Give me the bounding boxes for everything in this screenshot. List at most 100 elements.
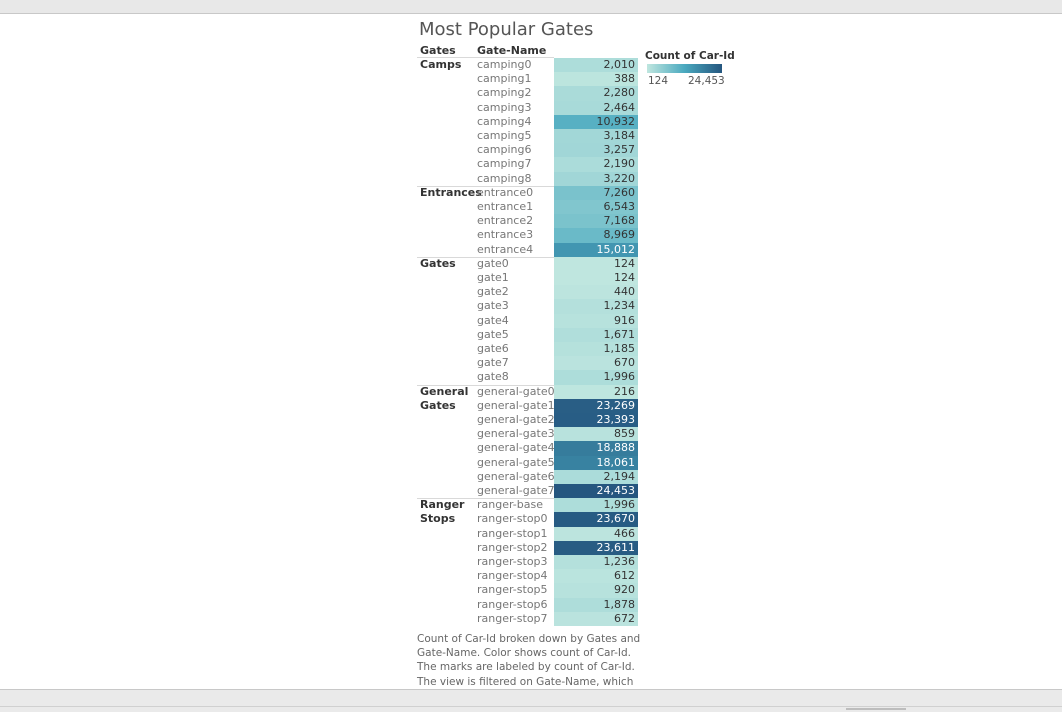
heatmap-cell[interactable]: 2,280 bbox=[554, 86, 638, 101]
gate-name-label[interactable]: gate3 bbox=[477, 299, 509, 313]
heatmap-cell[interactable]: 388 bbox=[554, 72, 638, 87]
group-label[interactable]: General Gates bbox=[420, 384, 469, 412]
heatmap-cell[interactable]: 670 bbox=[554, 356, 638, 371]
heatmap-cell[interactable]: 15,012 bbox=[554, 242, 638, 258]
group-divider bbox=[417, 498, 554, 500]
gate-name-label[interactable]: camping3 bbox=[477, 100, 532, 114]
gate-name-label[interactable]: camping4 bbox=[477, 114, 532, 128]
legend-title: Count of Car-Id bbox=[645, 50, 735, 62]
heatmap-cell[interactable]: 124 bbox=[554, 256, 638, 272]
heatmap-cell[interactable]: 7,168 bbox=[554, 214, 638, 229]
chart-title: Most Popular Gates bbox=[419, 19, 594, 40]
heatmap-cell[interactable]: 6,543 bbox=[554, 200, 638, 215]
gate-name-label[interactable]: general-gate5 bbox=[477, 455, 555, 469]
gate-name-label[interactable]: ranger-stop3 bbox=[477, 555, 548, 568]
heatmap-cell[interactable]: 2,010 bbox=[554, 58, 638, 73]
gate-name-label[interactable]: camping1 bbox=[477, 72, 532, 86]
heatmap-cell[interactable]: 18,061 bbox=[554, 455, 638, 471]
gate-name-label[interactable]: camping7 bbox=[477, 157, 532, 171]
bottom-divider bbox=[0, 706, 1062, 707]
heatmap-cell[interactable]: 2,464 bbox=[554, 100, 638, 116]
gates-column-header[interactable]: Gates bbox=[420, 44, 456, 57]
legend-max-label: 24,453 bbox=[688, 75, 725, 87]
heatmap-cell[interactable]: 1,234 bbox=[554, 299, 638, 314]
heatmap-cell[interactable]: 466 bbox=[554, 526, 638, 542]
heatmap-cell[interactable]: 24,453 bbox=[554, 484, 638, 499]
gate-name-label[interactable]: camping6 bbox=[477, 143, 532, 157]
heatmap-cell[interactable]: 3,257 bbox=[554, 143, 638, 158]
heatmap-cell[interactable]: 7,260 bbox=[554, 185, 638, 201]
heatmap-cell[interactable]: 124 bbox=[554, 271, 638, 286]
heatmap-cell[interactable]: 1,236 bbox=[554, 555, 638, 570]
legend-color-ramp[interactable] bbox=[647, 64, 722, 73]
heatmap-cell[interactable]: 10,932 bbox=[554, 114, 638, 130]
heatmap-cell[interactable]: 18,888 bbox=[554, 441, 638, 456]
gate-name-label[interactable]: general-gate6 bbox=[477, 469, 555, 483]
gate-name-label[interactable]: gate0 bbox=[477, 256, 509, 270]
gate-name-label[interactable]: gate5 bbox=[477, 327, 509, 341]
heatmap-cell[interactable]: 23,611 bbox=[554, 540, 638, 556]
heatmap-cell[interactable]: 3,220 bbox=[554, 171, 638, 187]
gate-name-label[interactable]: general-gate7 bbox=[477, 484, 555, 497]
heatmap-cell[interactable]: 23,670 bbox=[554, 512, 638, 527]
gate-name-column-header[interactable]: Gate-Name bbox=[477, 44, 547, 57]
heatmap-cell[interactable]: 916 bbox=[554, 313, 638, 329]
heatmap-cell[interactable]: 23,393 bbox=[554, 413, 638, 428]
heatmap-cell[interactable]: 23,269 bbox=[554, 398, 638, 414]
gate-name-label[interactable]: gate2 bbox=[477, 285, 509, 299]
gate-name-label[interactable]: camping0 bbox=[477, 58, 532, 71]
heatmap-cell[interactable]: 216 bbox=[554, 384, 638, 400]
gate-name-label[interactable]: entrance2 bbox=[477, 214, 534, 228]
gate-name-label[interactable]: entrance3 bbox=[477, 228, 534, 242]
heatmap-cell[interactable]: 1,996 bbox=[554, 370, 638, 385]
gate-name-label[interactable]: gate6 bbox=[477, 342, 509, 355]
gate-name-label[interactable]: ranger-stop0 bbox=[477, 512, 548, 526]
gate-name-label[interactable]: camping5 bbox=[477, 129, 532, 142]
legend-min-label: 124 bbox=[648, 75, 669, 87]
gate-name-label[interactable]: gate7 bbox=[477, 356, 509, 370]
gate-name-label[interactable]: camping8 bbox=[477, 171, 532, 185]
gate-name-label[interactable]: general-gate2 bbox=[477, 413, 555, 426]
gate-name-label[interactable]: gate1 bbox=[477, 271, 509, 284]
group-label[interactable]: Gates bbox=[420, 256, 456, 270]
group-label[interactable]: Camps bbox=[420, 58, 462, 71]
group-divider bbox=[417, 256, 554, 258]
heatmap-cell[interactable]: 1,878 bbox=[554, 597, 638, 613]
window-top-bar bbox=[0, 0, 1062, 14]
heatmap-cell[interactable]: 2,194 bbox=[554, 469, 638, 485]
gate-name-label[interactable]: gate4 bbox=[477, 313, 509, 327]
gate-name-label[interactable]: general-gate0 bbox=[477, 384, 555, 398]
gate-name-label[interactable]: ranger-stop7 bbox=[477, 611, 548, 625]
group-label[interactable]: Ranger Stops bbox=[420, 498, 465, 526]
gate-name-label[interactable]: entrance0 bbox=[477, 185, 534, 199]
gate-name-label[interactable]: general-gate3 bbox=[477, 427, 555, 441]
heatmap-cell[interactable]: 1,996 bbox=[554, 498, 638, 513]
gate-name-label[interactable]: general-gate4 bbox=[477, 441, 555, 455]
gate-name-label[interactable]: camping2 bbox=[477, 86, 532, 100]
group-divider bbox=[417, 384, 554, 386]
group-divider bbox=[417, 185, 554, 187]
heatmap-cell[interactable]: 3,184 bbox=[554, 129, 638, 144]
gate-name-label[interactable]: ranger-stop6 bbox=[477, 597, 548, 611]
scrollbar-thumb[interactable] bbox=[846, 708, 906, 710]
group-label[interactable]: Entrances bbox=[420, 185, 482, 199]
gate-name-label[interactable]: ranger-stop5 bbox=[477, 583, 548, 597]
heatmap-cell[interactable]: 1,185 bbox=[554, 342, 638, 357]
heatmap-cell[interactable]: 612 bbox=[554, 569, 638, 584]
heatmap-cell[interactable]: 1,671 bbox=[554, 327, 638, 343]
heatmap-cell[interactable]: 2,190 bbox=[554, 157, 638, 172]
header-divider bbox=[417, 57, 554, 58]
heatmap-cell[interactable]: 440 bbox=[554, 285, 638, 300]
gate-name-label[interactable]: ranger-stop2 bbox=[477, 540, 548, 554]
gate-name-label[interactable]: ranger-stop4 bbox=[477, 569, 548, 583]
gate-name-label[interactable]: ranger-base bbox=[477, 498, 543, 512]
heatmap-cell[interactable]: 8,969 bbox=[554, 228, 638, 243]
gate-name-label[interactable]: ranger-stop1 bbox=[477, 526, 548, 540]
heatmap-cell[interactable]: 920 bbox=[554, 583, 638, 598]
heatmap-cell[interactable]: 672 bbox=[554, 611, 638, 627]
gate-name-label[interactable]: entrance1 bbox=[477, 200, 534, 213]
gate-name-label[interactable]: gate8 bbox=[477, 370, 509, 384]
gate-name-label[interactable]: entrance4 bbox=[477, 242, 534, 256]
gate-name-label[interactable]: general-gate1 bbox=[477, 398, 555, 412]
heatmap-cell[interactable]: 859 bbox=[554, 427, 638, 442]
